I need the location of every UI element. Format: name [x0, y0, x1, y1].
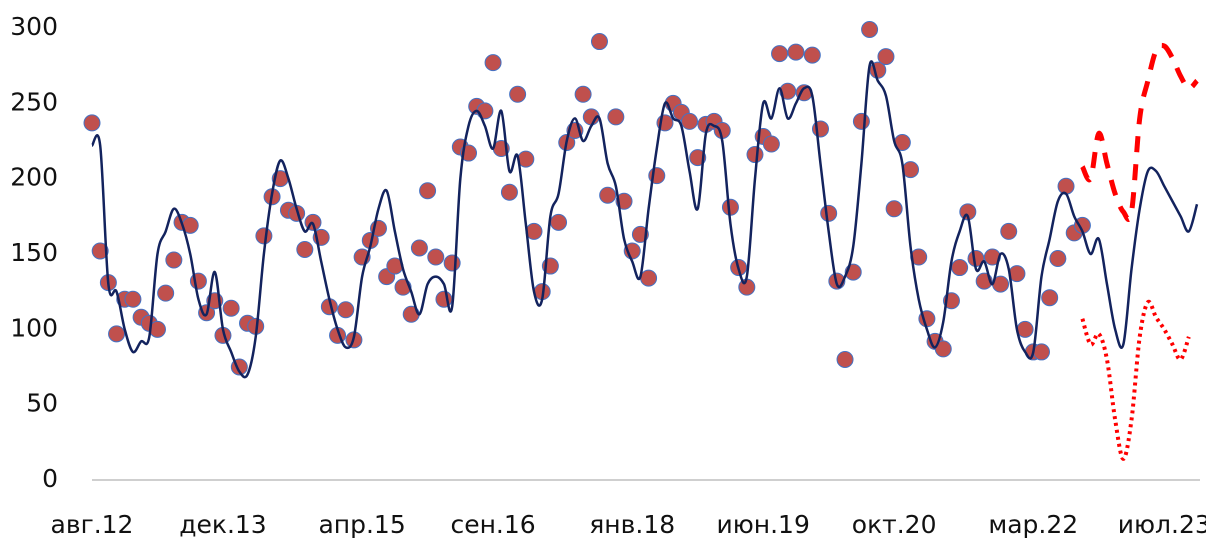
- y-tick-label: 250: [10, 87, 58, 116]
- data-point: [787, 43, 805, 61]
- data-point: [427, 248, 445, 266]
- data-point: [83, 114, 101, 132]
- y-tick-label: 150: [10, 238, 58, 267]
- x-tick-label: дек.13: [179, 510, 267, 539]
- data-point: [337, 301, 355, 319]
- x-tick-label: мар.22: [988, 510, 1078, 539]
- data-point: [296, 240, 314, 258]
- x-tick-label: сен.16: [450, 510, 535, 539]
- y-tick-label: 0: [42, 464, 58, 493]
- x-tick-label: июл.23: [1118, 510, 1206, 539]
- data-point: [771, 45, 789, 63]
- data-point: [779, 82, 797, 100]
- data-point: [762, 135, 780, 153]
- data-point: [1057, 177, 1075, 195]
- data-point: [255, 227, 273, 245]
- data-point: [934, 340, 952, 358]
- data-point: [607, 108, 625, 126]
- data-point: [1000, 222, 1018, 240]
- data-point: [157, 284, 175, 302]
- x-tick-label: авг.12: [51, 510, 134, 539]
- data-point: [1032, 343, 1050, 361]
- data-point: [550, 213, 568, 231]
- data-point: [861, 21, 879, 39]
- data-point: [951, 259, 969, 277]
- x-tick-label: апр.15: [318, 510, 405, 539]
- data-point: [91, 242, 109, 260]
- data-point: [746, 146, 764, 164]
- y-tick-label: 50: [26, 389, 58, 418]
- y-tick-label: 200: [10, 163, 58, 192]
- x-tick-label: окт.20: [852, 510, 937, 539]
- data-point: [443, 254, 461, 272]
- data-point: [836, 350, 854, 368]
- data-point: [484, 54, 502, 72]
- data-point: [1041, 289, 1059, 307]
- series-line: [90, 60, 1199, 379]
- x-tick-label: янв.18: [589, 510, 675, 539]
- data-point: [500, 183, 518, 201]
- data-point: [877, 48, 895, 66]
- data-point: [820, 204, 838, 222]
- data-point: [435, 290, 453, 308]
- data-point: [681, 112, 699, 130]
- data-point: [124, 290, 142, 308]
- data-point: [1016, 320, 1034, 338]
- x-tick-label: июн.19: [716, 510, 809, 539]
- data-point: [108, 325, 126, 343]
- series-line: [1080, 299, 1191, 461]
- y-tick-label: 100: [10, 313, 58, 342]
- data-point: [852, 112, 870, 130]
- data-point: [803, 46, 821, 64]
- data-point: [509, 85, 527, 103]
- data-point: [885, 200, 903, 218]
- data-point: [476, 102, 494, 120]
- data-point: [1049, 250, 1067, 268]
- data-point: [410, 239, 428, 257]
- data-point: [599, 186, 617, 204]
- data-point: [165, 251, 183, 269]
- data-point: [222, 299, 240, 317]
- data-point: [590, 33, 608, 51]
- data-point: [574, 85, 592, 103]
- data-point: [419, 182, 437, 200]
- data-point: [640, 269, 658, 287]
- series-line: [1080, 42, 1199, 222]
- y-tick-label: 300: [10, 12, 58, 41]
